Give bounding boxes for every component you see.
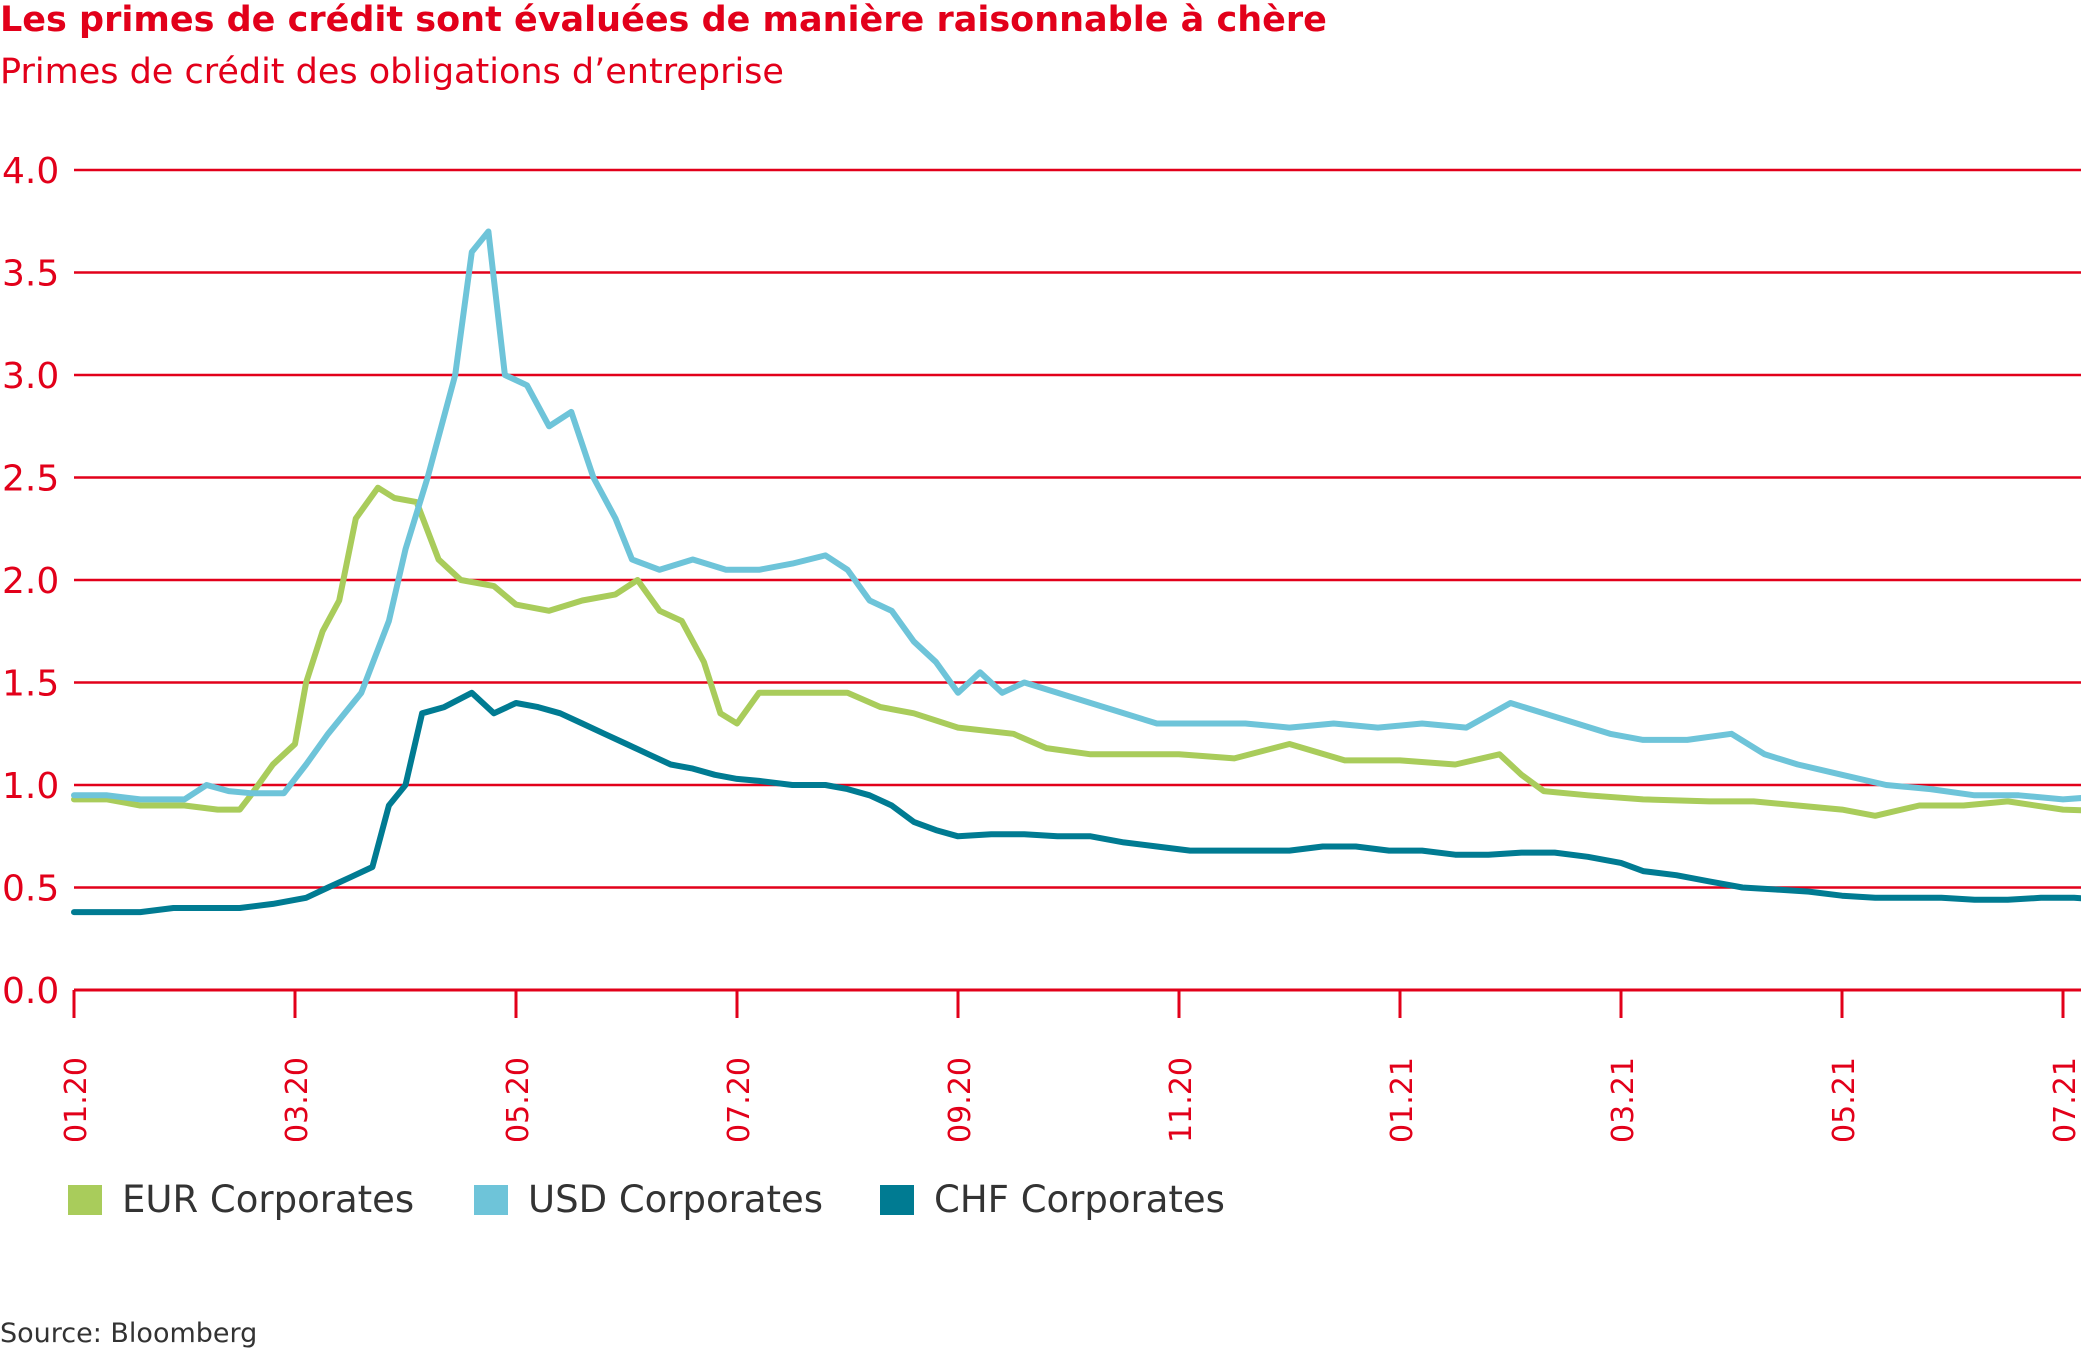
x-tick-label: 01.21: [1385, 1057, 1420, 1143]
line-chart: 0.0 0.5 1.0 1.5 2.0 2.5 3.0 3.5 4.0 01.20 03.20 05…: [2, 151, 2081, 1143]
x-axis: 01.20 03.20 05.20 07.20 09.20 11.20 01.21 03.21…: [59, 990, 2081, 1143]
legend-label-eur: EUR Corporates: [122, 1178, 415, 1221]
legend-swatch-chf: [880, 1184, 914, 1215]
y-tick-label: 3.5: [2, 254, 59, 295]
y-tick-label: 4.0: [2, 151, 59, 192]
x-tick-label: 11.20: [1164, 1057, 1199, 1143]
y-axis: 0.0 0.5 1.0 1.5 2.0 2.5 3.0 3.5 4.0: [2, 151, 59, 1012]
x-tick-label: 03.21: [1606, 1057, 1641, 1143]
y-tick-label: 0.5: [2, 869, 59, 910]
x-tick-label: 03.20: [280, 1057, 315, 1143]
chart-title: Les primes de crédit sont évaluées de ma…: [0, 0, 1327, 40]
legend-label-chf: CHF Corporates: [934, 1178, 1225, 1221]
x-tick-label: 09.20: [943, 1057, 978, 1143]
x-tick-label: 07.21: [2048, 1057, 2081, 1143]
y-tick-label: 1.5: [2, 664, 59, 705]
legend-item-chf: CHF Corporates: [880, 1178, 1225, 1221]
legend-label-usd: USD Corporates: [528, 1178, 824, 1221]
y-tick-label: 2.0: [2, 561, 59, 602]
source-note: Source: Bloomberg: [0, 1318, 258, 1349]
x-tick-label: 01.20: [59, 1057, 94, 1143]
y-tick-label: 2.5: [2, 459, 59, 500]
series-line-chf: [71, 689, 2081, 916]
gridlines: [74, 168, 2081, 992]
series-line-usd: [71, 228, 2081, 803]
x-tick-label: 07.20: [722, 1057, 757, 1143]
legend-item-usd: USD Corporates: [474, 1178, 823, 1221]
y-tick-label: 1.0: [2, 766, 59, 807]
x-tick-label: 05.21: [1827, 1057, 1862, 1143]
x-tick-label: 05.20: [501, 1057, 536, 1143]
legend-swatch-usd: [474, 1184, 508, 1215]
series-group: [71, 228, 2081, 916]
legend-item-eur: EUR Corporates: [68, 1178, 414, 1221]
series-line-eur: [71, 484, 2081, 819]
y-tick-label: 3.0: [2, 356, 59, 397]
chart-subtitle: Primes de crédit des obligations d’entre…: [0, 52, 784, 92]
y-tick-label: 0.0: [2, 971, 59, 1012]
legend-swatch-eur: [68, 1184, 102, 1215]
